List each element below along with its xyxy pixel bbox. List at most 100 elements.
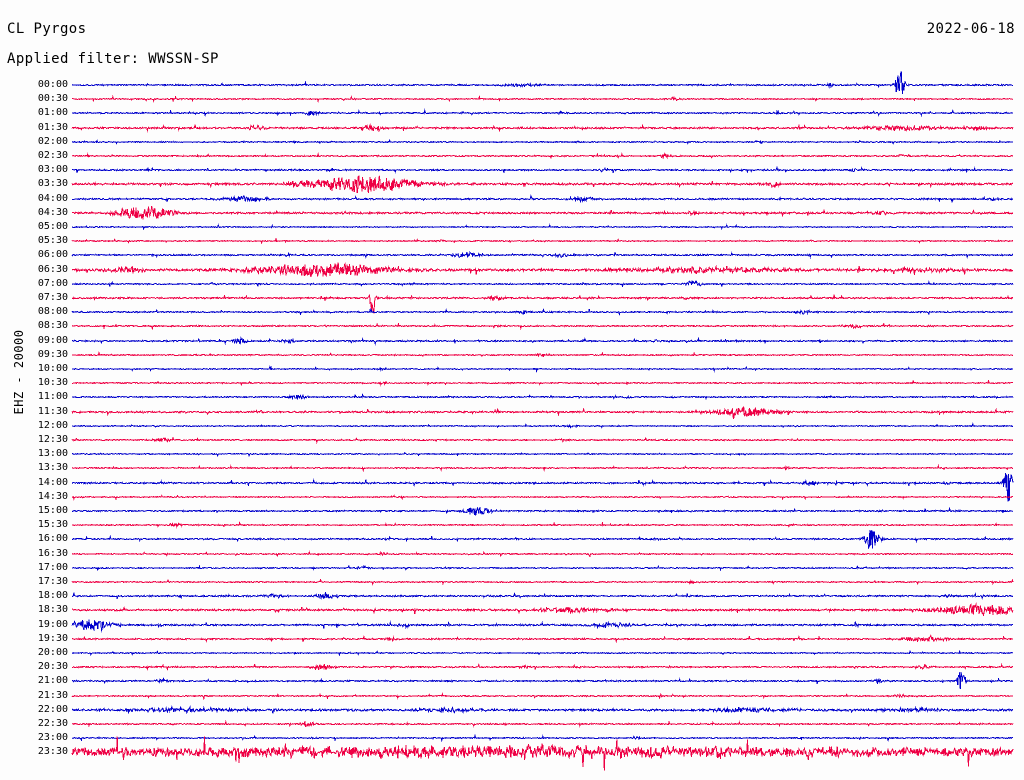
time-tick-label: 18:00 bbox=[37, 590, 68, 602]
time-tick-label: 13:30 bbox=[37, 462, 68, 474]
trace-row: 23:30 bbox=[0, 737, 1024, 771]
seismic-trace bbox=[71, 568, 1014, 596]
seismic-trace bbox=[71, 341, 1014, 369]
station-title: CL Pyrgos bbox=[7, 21, 87, 37]
trace-row: 07:00 bbox=[0, 277, 1024, 293]
time-tick-label: 10:30 bbox=[37, 377, 68, 389]
trace-row: 03:00 bbox=[0, 165, 1024, 179]
trace-row: 12:00 bbox=[0, 420, 1024, 435]
trace-row: 21:00 bbox=[0, 672, 1024, 690]
trace-row: 17:30 bbox=[0, 577, 1024, 591]
seismic-trace bbox=[71, 483, 1014, 511]
trace-row: 04:00 bbox=[0, 193, 1024, 208]
time-tick-label: 15:30 bbox=[37, 519, 68, 531]
applied-filter-label: Applied filter: WWSSN-SP bbox=[7, 51, 219, 67]
time-tick-label: 07:30 bbox=[37, 292, 68, 303]
seismic-trace bbox=[71, 469, 1014, 502]
seismic-trace bbox=[71, 737, 1014, 771]
time-tick-label: 08:30 bbox=[37, 320, 68, 332]
time-tick-label: 19:30 bbox=[37, 632, 68, 644]
seismic-trace bbox=[71, 525, 1014, 553]
time-tick-label: 10:00 bbox=[37, 363, 68, 374]
trace-row: 05:30 bbox=[0, 236, 1024, 250]
trace-row: 10:30 bbox=[0, 378, 1024, 392]
trace-row: 20:30 bbox=[0, 662, 1024, 676]
trace-row: 15:30 bbox=[0, 520, 1024, 534]
seismic-trace bbox=[71, 696, 1014, 724]
trace-row: 03:30 bbox=[0, 175, 1024, 194]
time-tick-label: 21:30 bbox=[37, 689, 68, 701]
seismic-trace bbox=[71, 170, 1014, 198]
time-tick-label: 18:30 bbox=[37, 604, 68, 616]
time-tick-label: 17:30 bbox=[37, 576, 68, 587]
time-tick-label: 03:30 bbox=[37, 178, 68, 190]
seismic-trace bbox=[71, 213, 1014, 241]
seismic-trace bbox=[71, 327, 1014, 355]
time-tick-label: 00:00 bbox=[37, 79, 68, 90]
time-tick-label: 22:30 bbox=[37, 718, 68, 729]
trace-row: 18:30 bbox=[0, 602, 1024, 619]
time-tick-label: 01:30 bbox=[37, 121, 68, 133]
trace-row: 00:00 bbox=[0, 71, 1024, 95]
seismic-trace bbox=[71, 185, 1014, 213]
seismic-trace bbox=[71, 355, 1014, 383]
trace-row: 09:00 bbox=[0, 334, 1024, 350]
time-tick-label: 09:00 bbox=[37, 334, 68, 346]
time-tick-label: 14:00 bbox=[37, 476, 68, 488]
time-tick-label: 19:00 bbox=[37, 618, 68, 630]
time-tick-label: 06:00 bbox=[37, 249, 68, 261]
trace-row: 16:30 bbox=[0, 548, 1024, 563]
seismic-trace bbox=[71, 596, 1014, 624]
seismic-trace bbox=[71, 653, 1014, 681]
trace-row: 15:00 bbox=[0, 506, 1024, 520]
trace-row: 20:00 bbox=[0, 648, 1024, 662]
seismic-trace bbox=[71, 85, 1014, 113]
seismic-trace bbox=[71, 667, 1014, 695]
time-tick-label: 22:00 bbox=[37, 703, 68, 715]
seismic-trace bbox=[71, 497, 1014, 525]
seismic-trace bbox=[71, 511, 1014, 539]
seismic-trace bbox=[71, 270, 1014, 298]
trace-row: 11:30 bbox=[0, 405, 1024, 421]
seismic-trace bbox=[71, 227, 1014, 255]
trace-row: 23:00 bbox=[0, 733, 1024, 747]
time-tick-label: 17:00 bbox=[37, 561, 68, 573]
time-tick-label: 13:00 bbox=[37, 448, 68, 460]
seismic-trace bbox=[71, 398, 1014, 426]
seismic-trace bbox=[71, 540, 1014, 568]
time-tick-label: 02:30 bbox=[37, 150, 68, 161]
date-label: 2022-06-18 bbox=[926, 21, 1015, 37]
seismic-trace bbox=[71, 682, 1014, 710]
seismic-trace bbox=[71, 383, 1014, 411]
time-tick-label: 05:00 bbox=[37, 221, 68, 232]
time-tick-label: 23:00 bbox=[37, 732, 68, 744]
trace-row: 07:30 bbox=[0, 292, 1024, 314]
time-tick-label: 03:00 bbox=[37, 164, 68, 176]
trace-area: 00:00 00:30 01:00 01:30 02:00 02:30 03:00 03:30… bbox=[0, 71, 1024, 771]
seismic-trace bbox=[71, 284, 1014, 314]
trace-row: 14:30 bbox=[0, 491, 1024, 506]
seismic-trace bbox=[71, 369, 1014, 397]
trace-row: 21:30 bbox=[0, 689, 1024, 705]
trace-row: 02:30 bbox=[0, 151, 1024, 165]
time-tick-label: 20:30 bbox=[37, 661, 68, 673]
time-tick-label: 04:30 bbox=[37, 206, 68, 218]
trace-row: 11:00 bbox=[0, 392, 1024, 406]
seismic-trace bbox=[71, 241, 1014, 269]
trace-row: 13:00 bbox=[0, 449, 1024, 463]
trace-row: 06:30 bbox=[0, 262, 1024, 279]
time-tick-label: 08:00 bbox=[37, 306, 68, 318]
time-tick-label: 21:00 bbox=[37, 675, 68, 687]
time-tick-label: 06:30 bbox=[37, 263, 68, 275]
trace-row: 13:30 bbox=[0, 463, 1024, 477]
time-tick-label: 12:30 bbox=[37, 434, 68, 445]
seismic-trace bbox=[71, 412, 1014, 440]
seismic-trace bbox=[71, 114, 1014, 142]
time-tick-label: 07:00 bbox=[37, 277, 68, 289]
time-tick-label: 11:00 bbox=[37, 391, 68, 403]
seismic-trace bbox=[71, 554, 1014, 582]
time-tick-label: 11:30 bbox=[37, 405, 68, 417]
trace-row: 19:30 bbox=[0, 632, 1024, 648]
trace-row: 14:00 bbox=[0, 472, 1024, 502]
trace-row: 06:00 bbox=[0, 250, 1024, 264]
